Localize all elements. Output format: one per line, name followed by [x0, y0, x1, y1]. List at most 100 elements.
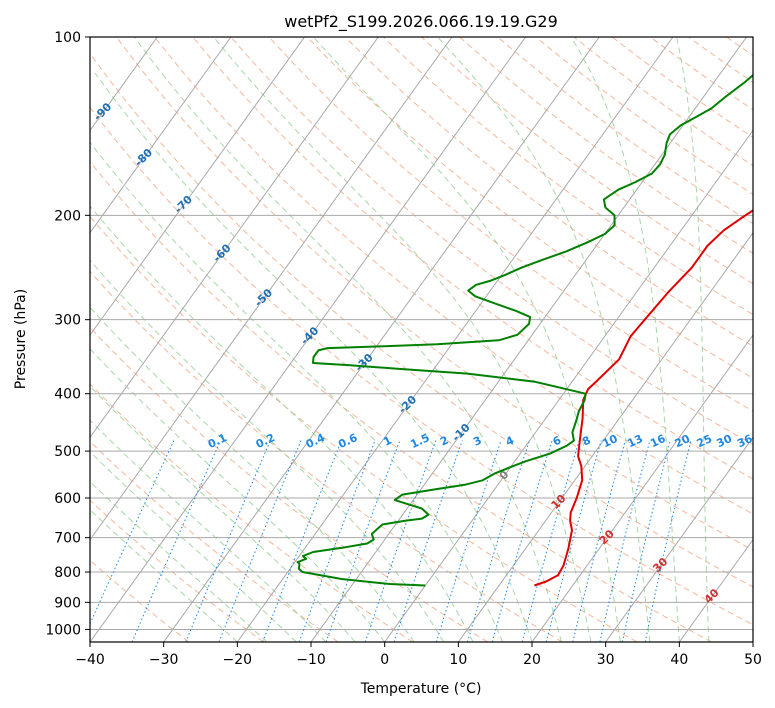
mixing-ratio-line — [131, 440, 221, 642]
dry-adiabat-line — [90, 383, 414, 642]
mixing-ratio-line — [435, 440, 502, 642]
x-axis-label: Temperature (°C) — [360, 681, 482, 697]
moist-adiabat-line — [90, 419, 327, 642]
mixing-ratio-label: 13 — [625, 432, 644, 450]
mixing-ratio-label: 20 — [673, 432, 693, 450]
y-axis-label: Pressure (hPa) — [13, 289, 29, 389]
dry-adiabats — [90, 37, 775, 642]
dry-adiabat-line — [459, 37, 753, 254]
mixing-ratio-label: 10 — [600, 432, 620, 450]
isotherm-label: -20 — [396, 393, 419, 416]
moist-adiabat-line — [90, 480, 268, 642]
isotherm-line — [605, 436, 753, 642]
mixing-ratio-line — [90, 440, 175, 625]
isotherm-line — [678, 538, 753, 642]
dry-adiabat-line — [116, 37, 753, 551]
isotherm-line — [531, 334, 753, 642]
y-tick-label: 200 — [54, 208, 81, 224]
mixing-ratio-label: 0.2 — [254, 431, 277, 451]
moist-adiabat-line — [133, 37, 562, 642]
isotherm-label: 40 — [702, 586, 722, 606]
x-tick-label: −40 — [75, 652, 105, 668]
isotherm-line — [384, 129, 753, 642]
isotherm-label: -10 — [450, 421, 473, 444]
chart-title: wetPf2_S199.2026.066.19.19.G29 — [284, 12, 558, 32]
mixing-ratio-line — [521, 440, 580, 642]
isotherm-label: -60 — [210, 241, 233, 264]
mixing-ratio-line — [298, 440, 376, 642]
x-tick-label: 10 — [449, 652, 467, 668]
y-axis: 100 200 300 400 500 600 700 800 900 1000 — [45, 30, 90, 638]
mixing-ratio-label: 36 — [735, 432, 755, 450]
plot-area: -100-90-80-70-60-50-40-30-20-10010203040… — [43, 37, 775, 642]
mixing-ratio-line — [644, 440, 692, 642]
y-tick-label: 300 — [54, 313, 81, 329]
dry-adiabat-line — [268, 37, 753, 412]
y-tick-label: 600 — [54, 491, 81, 507]
mixing-ratio-label: 0.1 — [206, 431, 229, 451]
isotherm-label: -30 — [353, 351, 376, 374]
mixing-ratio-label: 1.5 — [408, 431, 431, 451]
dry-adiabat-line — [90, 499, 264, 642]
x-tick-label: 50 — [744, 652, 762, 668]
isotherm-label: -40 — [298, 324, 321, 347]
moist-adiabat-line — [90, 509, 238, 642]
dry-adiabat-line — [90, 106, 753, 626]
isotherm-line — [90, 37, 232, 234]
mixing-ratio-label: 4 — [504, 434, 517, 449]
mixing-ratio-line — [185, 440, 271, 642]
isotherm-label: -90 — [91, 100, 114, 123]
dry-adiabat-line — [573, 37, 753, 167]
plot-frame — [89, 36, 754, 643]
isotherm-line — [90, 37, 453, 541]
mixing-ratio-label: 0.6 — [336, 431, 359, 451]
dry-adiabat-line — [765, 37, 775, 642]
y-tick-label: 900 — [54, 595, 81, 611]
dry-adiabat-line — [90, 440, 339, 642]
dry-adiabat-line — [383, 37, 753, 316]
dewpoint-trace — [296, 73, 753, 587]
profile-traces — [296, 73, 753, 587]
moist-adiabat-line — [94, 72, 533, 642]
moist-adiabat-line — [90, 451, 297, 642]
dry-adiabat-line — [649, 37, 753, 111]
mixing-ratio-line — [364, 440, 437, 642]
moist-adiabat-line — [313, 37, 621, 642]
isotherm-label: -100 — [43, 58, 72, 87]
isotherm-line — [752, 641, 753, 642]
dry-adiabat-line — [90, 326, 488, 642]
isotherm-line — [90, 37, 379, 439]
dry-adiabat-line — [688, 37, 753, 83]
x-tick-label: 0 — [380, 652, 389, 668]
x-tick-label: −30 — [149, 652, 179, 668]
y-tick-label: 1000 — [45, 622, 81, 638]
dry-adiabat-line — [726, 37, 753, 56]
dry-adiabat-line — [90, 215, 638, 642]
isotherm-line — [90, 37, 306, 336]
isotherm-label: 20 — [597, 527, 617, 547]
x-tick-label: 20 — [523, 652, 541, 668]
moist-adiabats — [90, 37, 710, 642]
mixing-ratio-line — [572, 440, 626, 642]
isotherm-label: -70 — [172, 193, 195, 216]
grid-lines — [90, 37, 753, 642]
mixing-ratio-lines — [90, 440, 692, 642]
mixing-ratio-line — [621, 440, 671, 642]
x-tick-label: 30 — [597, 652, 615, 668]
isotherm-line — [163, 37, 600, 642]
isotherm-line — [457, 231, 753, 642]
moist-adiabat-line — [90, 259, 445, 642]
isotherm-line — [236, 37, 674, 642]
mixing-ratio-line — [599, 440, 651, 642]
x-tick-label: 40 — [670, 652, 688, 668]
dry-adiabat-line — [344, 37, 753, 347]
mixing-ratio-label: 25 — [695, 432, 714, 450]
mixing-ratio-label: 0.4 — [304, 431, 327, 451]
isotherm-label: -80 — [132, 146, 155, 169]
isotherm-label: 10 — [549, 492, 569, 512]
y-tick-label: 100 — [54, 30, 81, 46]
isotherm-label: -50 — [252, 286, 275, 309]
isotherm-line — [310, 37, 748, 642]
mixing-ratio-label: 16 — [648, 432, 668, 450]
